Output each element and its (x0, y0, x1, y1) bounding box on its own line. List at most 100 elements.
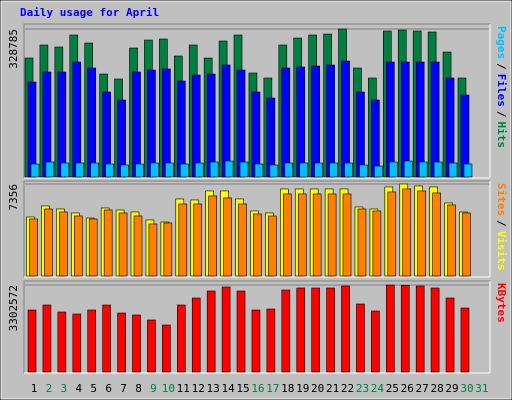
x-tick-label: 1 (31, 382, 38, 395)
legend: KBytes (495, 283, 508, 323)
x-tick-label: 24 (371, 382, 385, 395)
bar (402, 188, 412, 277)
bar (448, 162, 458, 178)
legend-separator: / (495, 220, 508, 227)
bar (135, 163, 144, 178)
legend: Sites / Visits (495, 183, 508, 271)
bar (29, 218, 38, 277)
bar (314, 162, 323, 178)
bar (371, 310, 380, 373)
bar (133, 215, 143, 277)
bar (284, 162, 294, 178)
bar (191, 74, 201, 178)
bar (236, 69, 246, 178)
bar (180, 163, 189, 178)
bar (57, 311, 67, 373)
bar (430, 287, 440, 373)
bar (356, 303, 365, 373)
bar (447, 204, 456, 277)
bar (42, 71, 52, 178)
bar (27, 309, 37, 373)
x-tick-label: 10 (162, 382, 175, 395)
bar (342, 193, 352, 277)
bar (165, 162, 174, 178)
legend-entry: Sites (495, 183, 508, 216)
x-tick-label: 26 (401, 382, 414, 395)
bar (208, 195, 217, 277)
bar (400, 285, 410, 373)
bar (460, 307, 470, 373)
x-tick-label: 21 (326, 382, 339, 395)
bar (162, 324, 171, 373)
bar (386, 284, 395, 373)
bar (386, 61, 395, 178)
x-tick-label: 4 (75, 382, 82, 395)
legend-entry: KBytes (495, 283, 508, 323)
legend-entry: Visits (495, 231, 508, 271)
x-tick-label: 27 (416, 382, 429, 395)
bar (266, 308, 276, 373)
legend-entry: Files (495, 74, 508, 107)
bar (90, 162, 100, 178)
bar (102, 304, 111, 373)
bar (344, 162, 353, 178)
x-tick-label: 29 (445, 382, 458, 395)
bar (45, 161, 55, 178)
x-tick-label: 13 (207, 382, 220, 395)
bar (42, 304, 52, 373)
x-tick-label: 25 (386, 382, 399, 395)
bar (59, 211, 68, 277)
bar (417, 190, 426, 277)
bar (415, 285, 425, 373)
x-tick-label: 17 (266, 382, 279, 395)
bar (117, 312, 126, 373)
bar (87, 67, 97, 178)
legend-separator: / (495, 111, 508, 118)
bar (147, 69, 156, 178)
x-tick-label: 3 (61, 382, 68, 395)
bar (57, 71, 67, 178)
bar (177, 80, 186, 178)
bar (75, 162, 85, 178)
x-tick-label: 30 (460, 382, 473, 395)
legend-separator: / (495, 63, 508, 70)
x-tick-label: 14 (221, 382, 235, 395)
bar (463, 163, 473, 178)
bar (103, 209, 113, 277)
bar (118, 212, 128, 277)
bar (191, 297, 201, 373)
bar (251, 309, 261, 373)
bar (236, 290, 246, 373)
x-tick-label: 9 (150, 382, 157, 395)
x-tick-label: 22 (341, 382, 354, 395)
bar (281, 67, 291, 178)
y-tick-label: 3302572 (7, 285, 20, 331)
bar (105, 163, 114, 178)
bar (445, 297, 455, 373)
bar (30, 163, 40, 178)
bar (281, 289, 291, 373)
x-tick-label: 5 (90, 382, 97, 395)
bar (132, 71, 141, 178)
bar (120, 164, 129, 178)
bar (311, 65, 320, 178)
bar (341, 60, 350, 178)
bar (415, 61, 425, 178)
bar (148, 223, 158, 277)
bar (374, 165, 383, 178)
bar (253, 213, 262, 277)
bar (296, 287, 306, 373)
bar (432, 192, 441, 277)
bar (224, 160, 234, 178)
bar (193, 203, 203, 277)
bar (178, 203, 188, 277)
x-tick-label: 2 (46, 382, 53, 395)
bar (239, 161, 249, 178)
x-tick-label: 15 (236, 382, 249, 395)
bar (238, 203, 247, 277)
legend-entry: Pages (495, 26, 508, 59)
bar (269, 164, 279, 178)
bar (147, 319, 156, 373)
legend: Pages / Files / Hits (495, 26, 508, 148)
